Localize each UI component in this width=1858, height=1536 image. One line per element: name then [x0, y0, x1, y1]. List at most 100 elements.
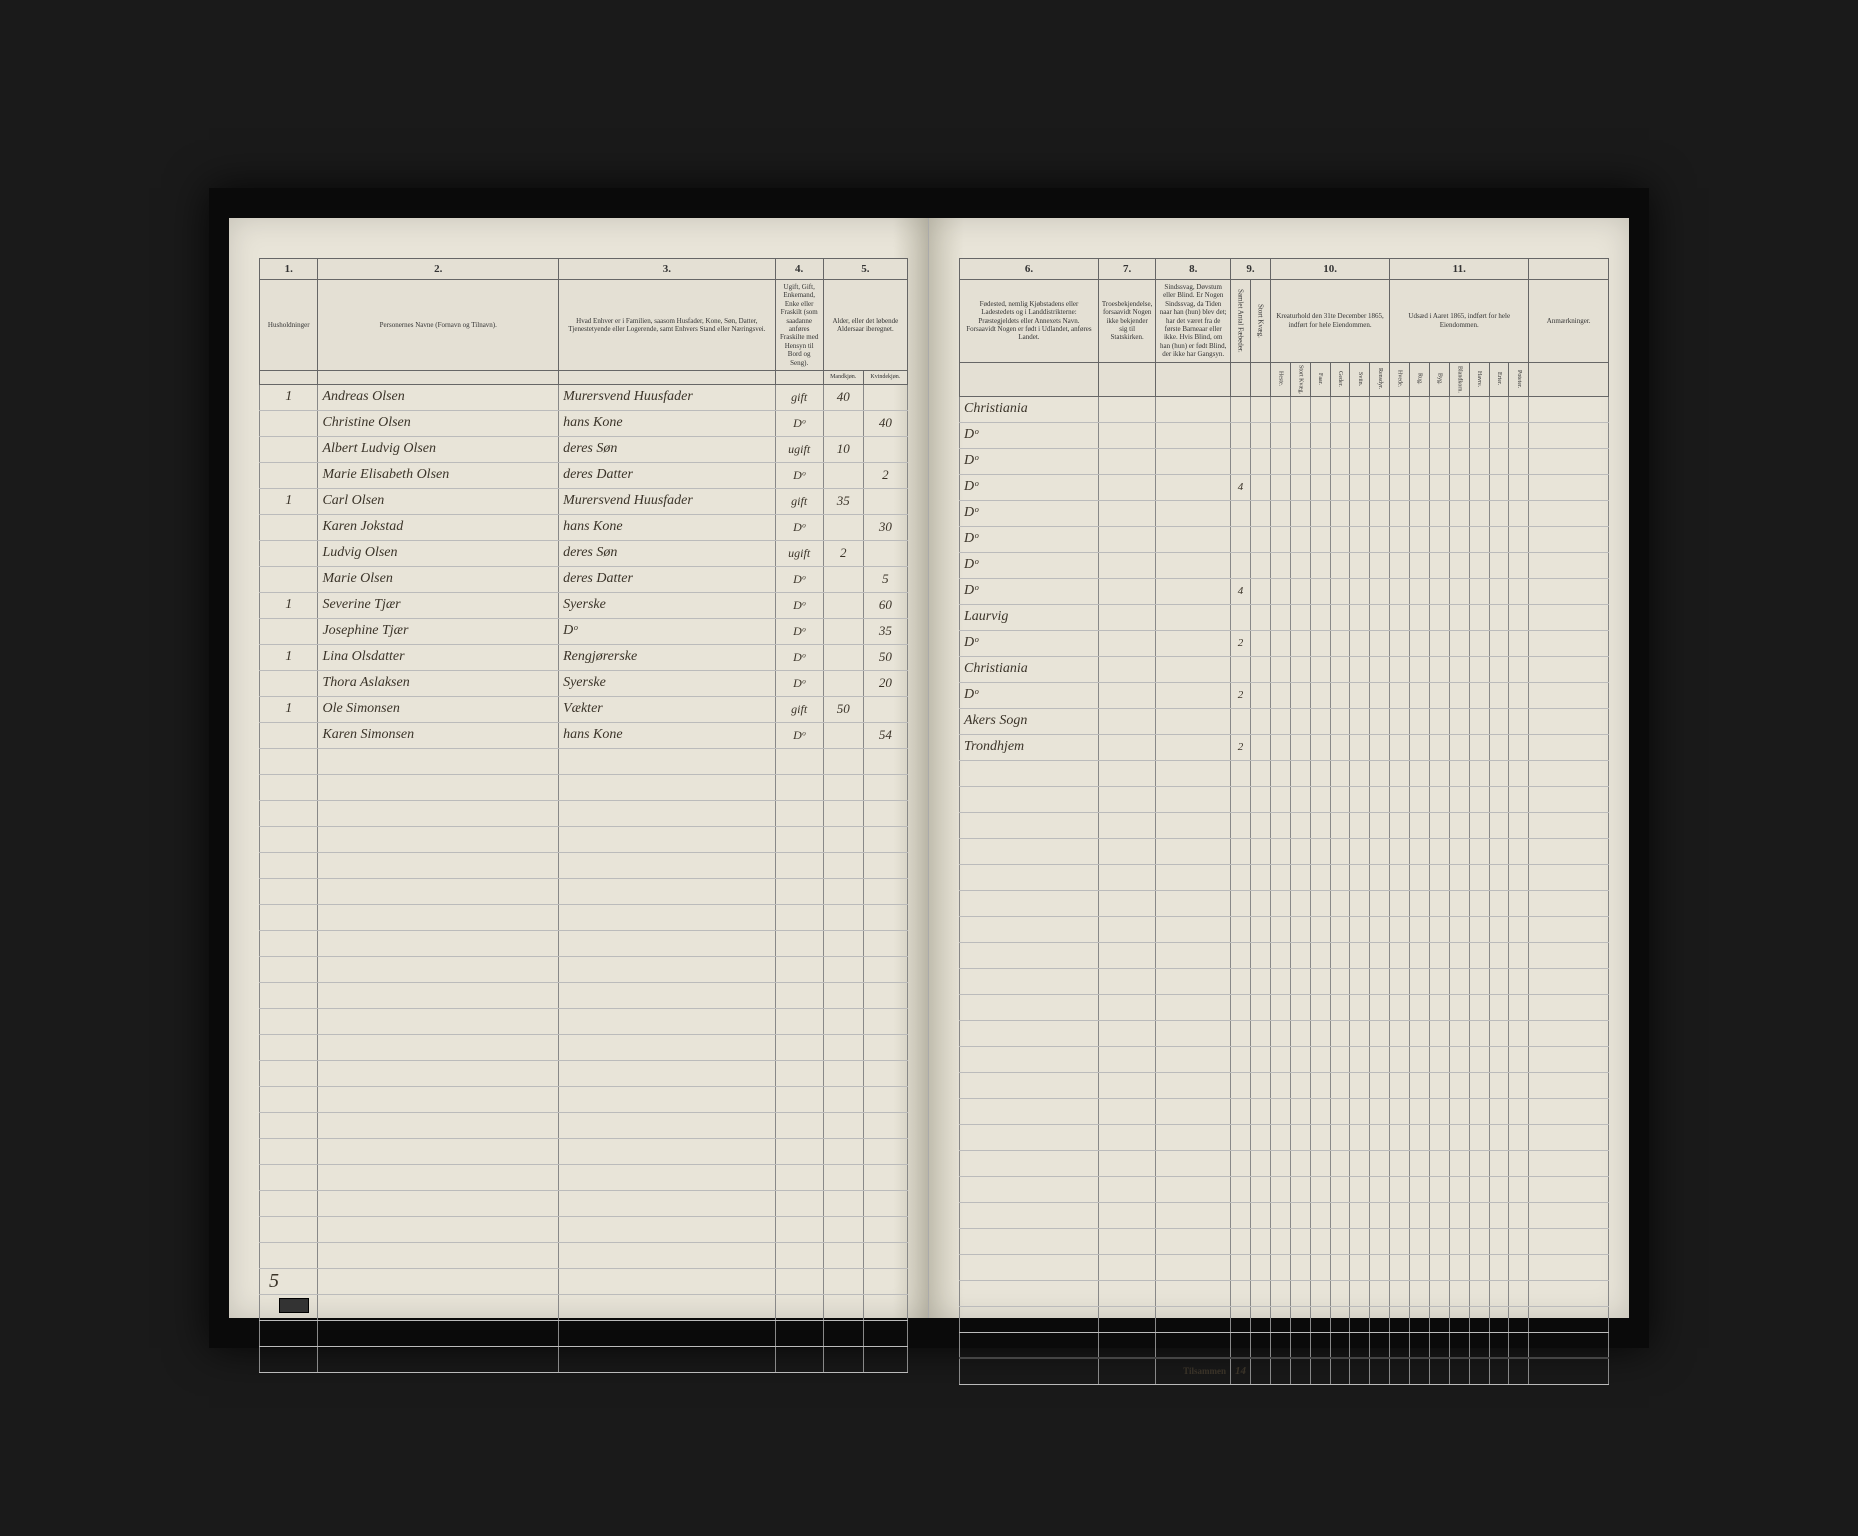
role-cell: Vækter [559, 696, 776, 722]
count-cell: 2 [1231, 630, 1251, 656]
livestock-header: Faar. [1310, 362, 1330, 396]
table-row: 1 Carl Olsen Murersvend Huusfader gift 3… [260, 488, 908, 514]
remarks-cell [1529, 734, 1609, 760]
col-desc-1: Husholdninger [260, 280, 318, 371]
table-row: Albert Ludvig Olsen deres Søn ugift 10 [260, 436, 908, 462]
role-cell: Murersvend Huusfader [559, 384, 776, 410]
table-row: Ludvig Olsen deres Søn ugift 2 [260, 540, 908, 566]
table-row: Christiania [960, 396, 1609, 422]
religion-cell [1098, 422, 1155, 448]
table-row-blank [260, 1112, 908, 1138]
count-cell: 4 [1231, 474, 1251, 500]
age-female-cell: 30 [863, 514, 907, 540]
birthplace-cell: Dᵒ [960, 422, 1099, 448]
tilsammen-label: Tilsammen [1156, 1358, 1231, 1384]
table-row-blank [260, 930, 908, 956]
col-header-1: 1. [260, 259, 318, 280]
table-row: 1 Lina Olsdatter Rengjørerske Dᵒ 50 [260, 644, 908, 670]
age-female-cell: 60 [863, 592, 907, 618]
table-row: Marie Elisabeth Olsen deres Datter Dᵒ 2 [260, 462, 908, 488]
table-row-blank [260, 1216, 908, 1242]
col-desc-3: Hvad Enhver er i Familien, saasom Husfad… [559, 280, 776, 371]
table-row-blank [260, 1242, 908, 1268]
col-header-10: 10. [1270, 259, 1389, 280]
count-cell: 4 [1231, 578, 1251, 604]
livestock-header: Rensdyr. [1370, 362, 1390, 396]
table-row: Thora Aslaksen Syerske Dᵒ 20 [260, 670, 908, 696]
age-female-cell [863, 540, 907, 566]
household-cell [260, 436, 318, 462]
col-header-5: 5. [823, 259, 907, 280]
count-cell [1231, 552, 1251, 578]
household-cell [260, 670, 318, 696]
table-row: 1 Ole Simonsen Vækter gift 50 [260, 696, 908, 722]
table-row-blank [960, 942, 1609, 968]
name-cell: Christine Olsen [318, 410, 559, 436]
religion-cell [1098, 604, 1155, 630]
table-row-blank [260, 1346, 908, 1372]
table-row-blank [260, 1138, 908, 1164]
age-female-cell: 50 [863, 644, 907, 670]
role-cell: Murersvend Huusfader [559, 488, 776, 514]
household-cell [260, 540, 318, 566]
table-row-blank [260, 1060, 908, 1086]
disability-cell [1156, 630, 1231, 656]
table-row-blank [260, 1294, 908, 1320]
table-row-blank [960, 864, 1609, 890]
birthplace-cell: Dᵒ [960, 578, 1099, 604]
birthplace-cell: Trondhjem [960, 734, 1099, 760]
table-row: 1 Andreas Olsen Murersvend Huusfader gif… [260, 384, 908, 410]
household-cell [260, 722, 318, 748]
count-cell [1231, 526, 1251, 552]
birthplace-cell: Dᵒ [960, 474, 1099, 500]
birthplace-cell: Dᵒ [960, 552, 1099, 578]
table-row-blank [260, 1190, 908, 1216]
household-cell: 1 [260, 696, 318, 722]
col-header-11: 11. [1390, 259, 1529, 280]
col-desc-12: Anmærkninger. [1529, 280, 1609, 363]
col-desc-5: Alder, eller det løbende Aldersaar ibere… [823, 280, 907, 371]
table-row: Dᵒ [960, 448, 1609, 474]
livestock-header: Stort Kvæg. [1290, 362, 1310, 396]
table-row-blank [960, 1046, 1609, 1072]
table-row: Dᵒ [960, 552, 1609, 578]
age-female-cell: 2 [863, 462, 907, 488]
age-female-cell [863, 384, 907, 410]
table-row: Trondhjem 2 [960, 734, 1609, 760]
left-page: 1. 2. 3. 4. 5. Husholdninger Personernes… [229, 218, 929, 1318]
total-row: Tilsammen 14 [960, 1358, 1609, 1384]
table-row-blank [960, 916, 1609, 942]
table-row-blank [960, 838, 1609, 864]
religion-cell [1098, 526, 1155, 552]
religion-cell [1098, 630, 1155, 656]
disability-cell [1156, 526, 1231, 552]
table-row-blank [960, 1020, 1609, 1046]
col-desc-8: Sindssvag, Døvstum eller Blind. Er Nogen… [1156, 280, 1231, 363]
crop-header: Erter. [1489, 362, 1509, 396]
table-row-blank [960, 1150, 1609, 1176]
age-male-cell: 2 [823, 540, 863, 566]
household-cell: 1 [260, 488, 318, 514]
table-row-blank [260, 1034, 908, 1060]
name-cell: Albert Ludvig Olsen [318, 436, 559, 462]
table-row: Dᵒ [960, 500, 1609, 526]
table-row: Marie Olsen deres Datter Dᵒ 5 [260, 566, 908, 592]
age-female-cell: 54 [863, 722, 907, 748]
religion-cell [1098, 448, 1155, 474]
status-cell: Dᵒ [775, 592, 823, 618]
remarks-cell [1529, 396, 1609, 422]
table-row-blank [960, 1124, 1609, 1150]
age-female-cell [863, 696, 907, 722]
age-male-cell [823, 514, 863, 540]
col-header-3: 3. [559, 259, 776, 280]
table-row-blank [260, 1008, 908, 1034]
name-cell: Ole Simonsen [318, 696, 559, 722]
age-female-cell: 5 [863, 566, 907, 592]
census-table-right: 6. 7. 8. 9. 10. 11. Fødested, nemlig Kjø… [959, 258, 1609, 1385]
col-desc-2: Personernes Navne (Fornavn og Tilnavn). [318, 280, 559, 371]
name-cell: Karen Jokstad [318, 514, 559, 540]
religion-cell [1098, 396, 1155, 422]
role-cell: Dᵒ [559, 618, 776, 644]
name-cell: Severine Tjær [318, 592, 559, 618]
col-desc-6: Fødested, nemlig Kjøbstadens eller Lades… [960, 280, 1099, 363]
